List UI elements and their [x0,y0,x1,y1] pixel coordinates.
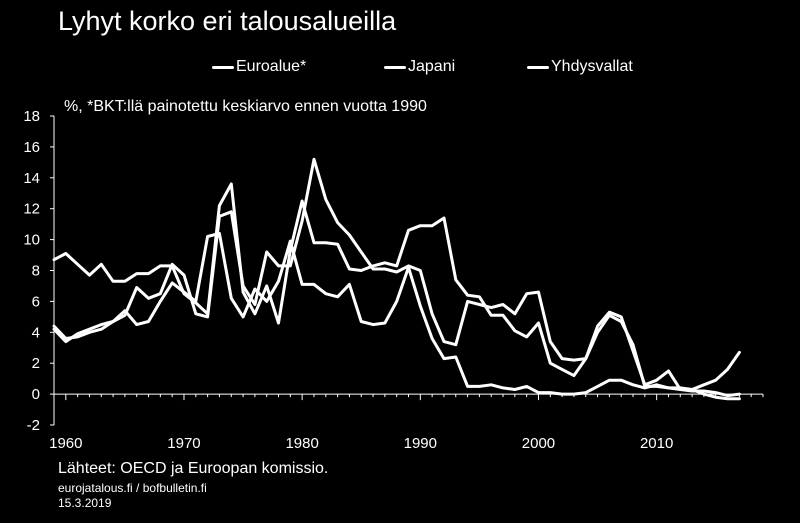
chart-title: Lyhyt korko eri talousalueilla [58,6,397,36]
legend-swatch-yhdysvallat [527,65,549,69]
x-tick-label: 2000 [522,435,555,452]
source-note: Lähteet: OECD ja Euroopan komissio. [58,460,329,477]
y-tick-label: 18 [23,108,40,125]
x-tick-label: 2010 [640,435,673,452]
legend-item-japani: Japani [384,58,455,76]
y-axis-unit-label: %, *BKT:llä painotettu keskiarvo ennen v… [64,98,427,115]
y-tick-label: 6 [32,293,40,310]
y-tick-label: 8 [32,263,40,280]
y-tick-label: 0 [32,386,40,403]
y-tick-label: 2 [32,355,40,372]
legend-item-yhdysvallat: Yhdysvallat [527,58,633,76]
series-line-yhdysvallat [52,157,741,391]
y-tick-label: 12 [23,201,40,218]
publish-date: 15.3.2019 [58,496,112,510]
legend-label-yhdysvallat: Yhdysvallat [551,58,633,75]
x-tick-label: 1980 [285,435,318,452]
x-tick-label: 1960 [49,435,82,452]
x-tick-label: 1990 [404,435,437,452]
site-url: eurojatalous.fi / bofbulletin.fi [58,481,207,495]
series-line-euroalue [52,231,741,401]
x-tick-label: 1970 [167,435,200,452]
y-tick-label: 14 [23,170,40,187]
legend-swatch-japani [384,65,406,69]
legend-label-japani: Japani [408,58,456,75]
axes: -2 0 2 4 6 8 10 12 14 16 18 1960 1970 1980 1990 2000 201… [23,108,764,452]
y-tick-label: 16 [23,139,40,156]
legend-label-euroalue: Euroalue* [236,58,307,75]
legend-item-euroalue: Euroalue* [212,58,306,76]
y-tick-label: 4 [32,324,40,341]
legend-swatch-euroalue [212,65,234,69]
y-tick-label: -2 [27,417,40,434]
legend: Euroalue* Japani Yhdysvallat [0,58,800,84]
y-tick-label: 10 [23,232,40,249]
series-lines [52,157,741,401]
